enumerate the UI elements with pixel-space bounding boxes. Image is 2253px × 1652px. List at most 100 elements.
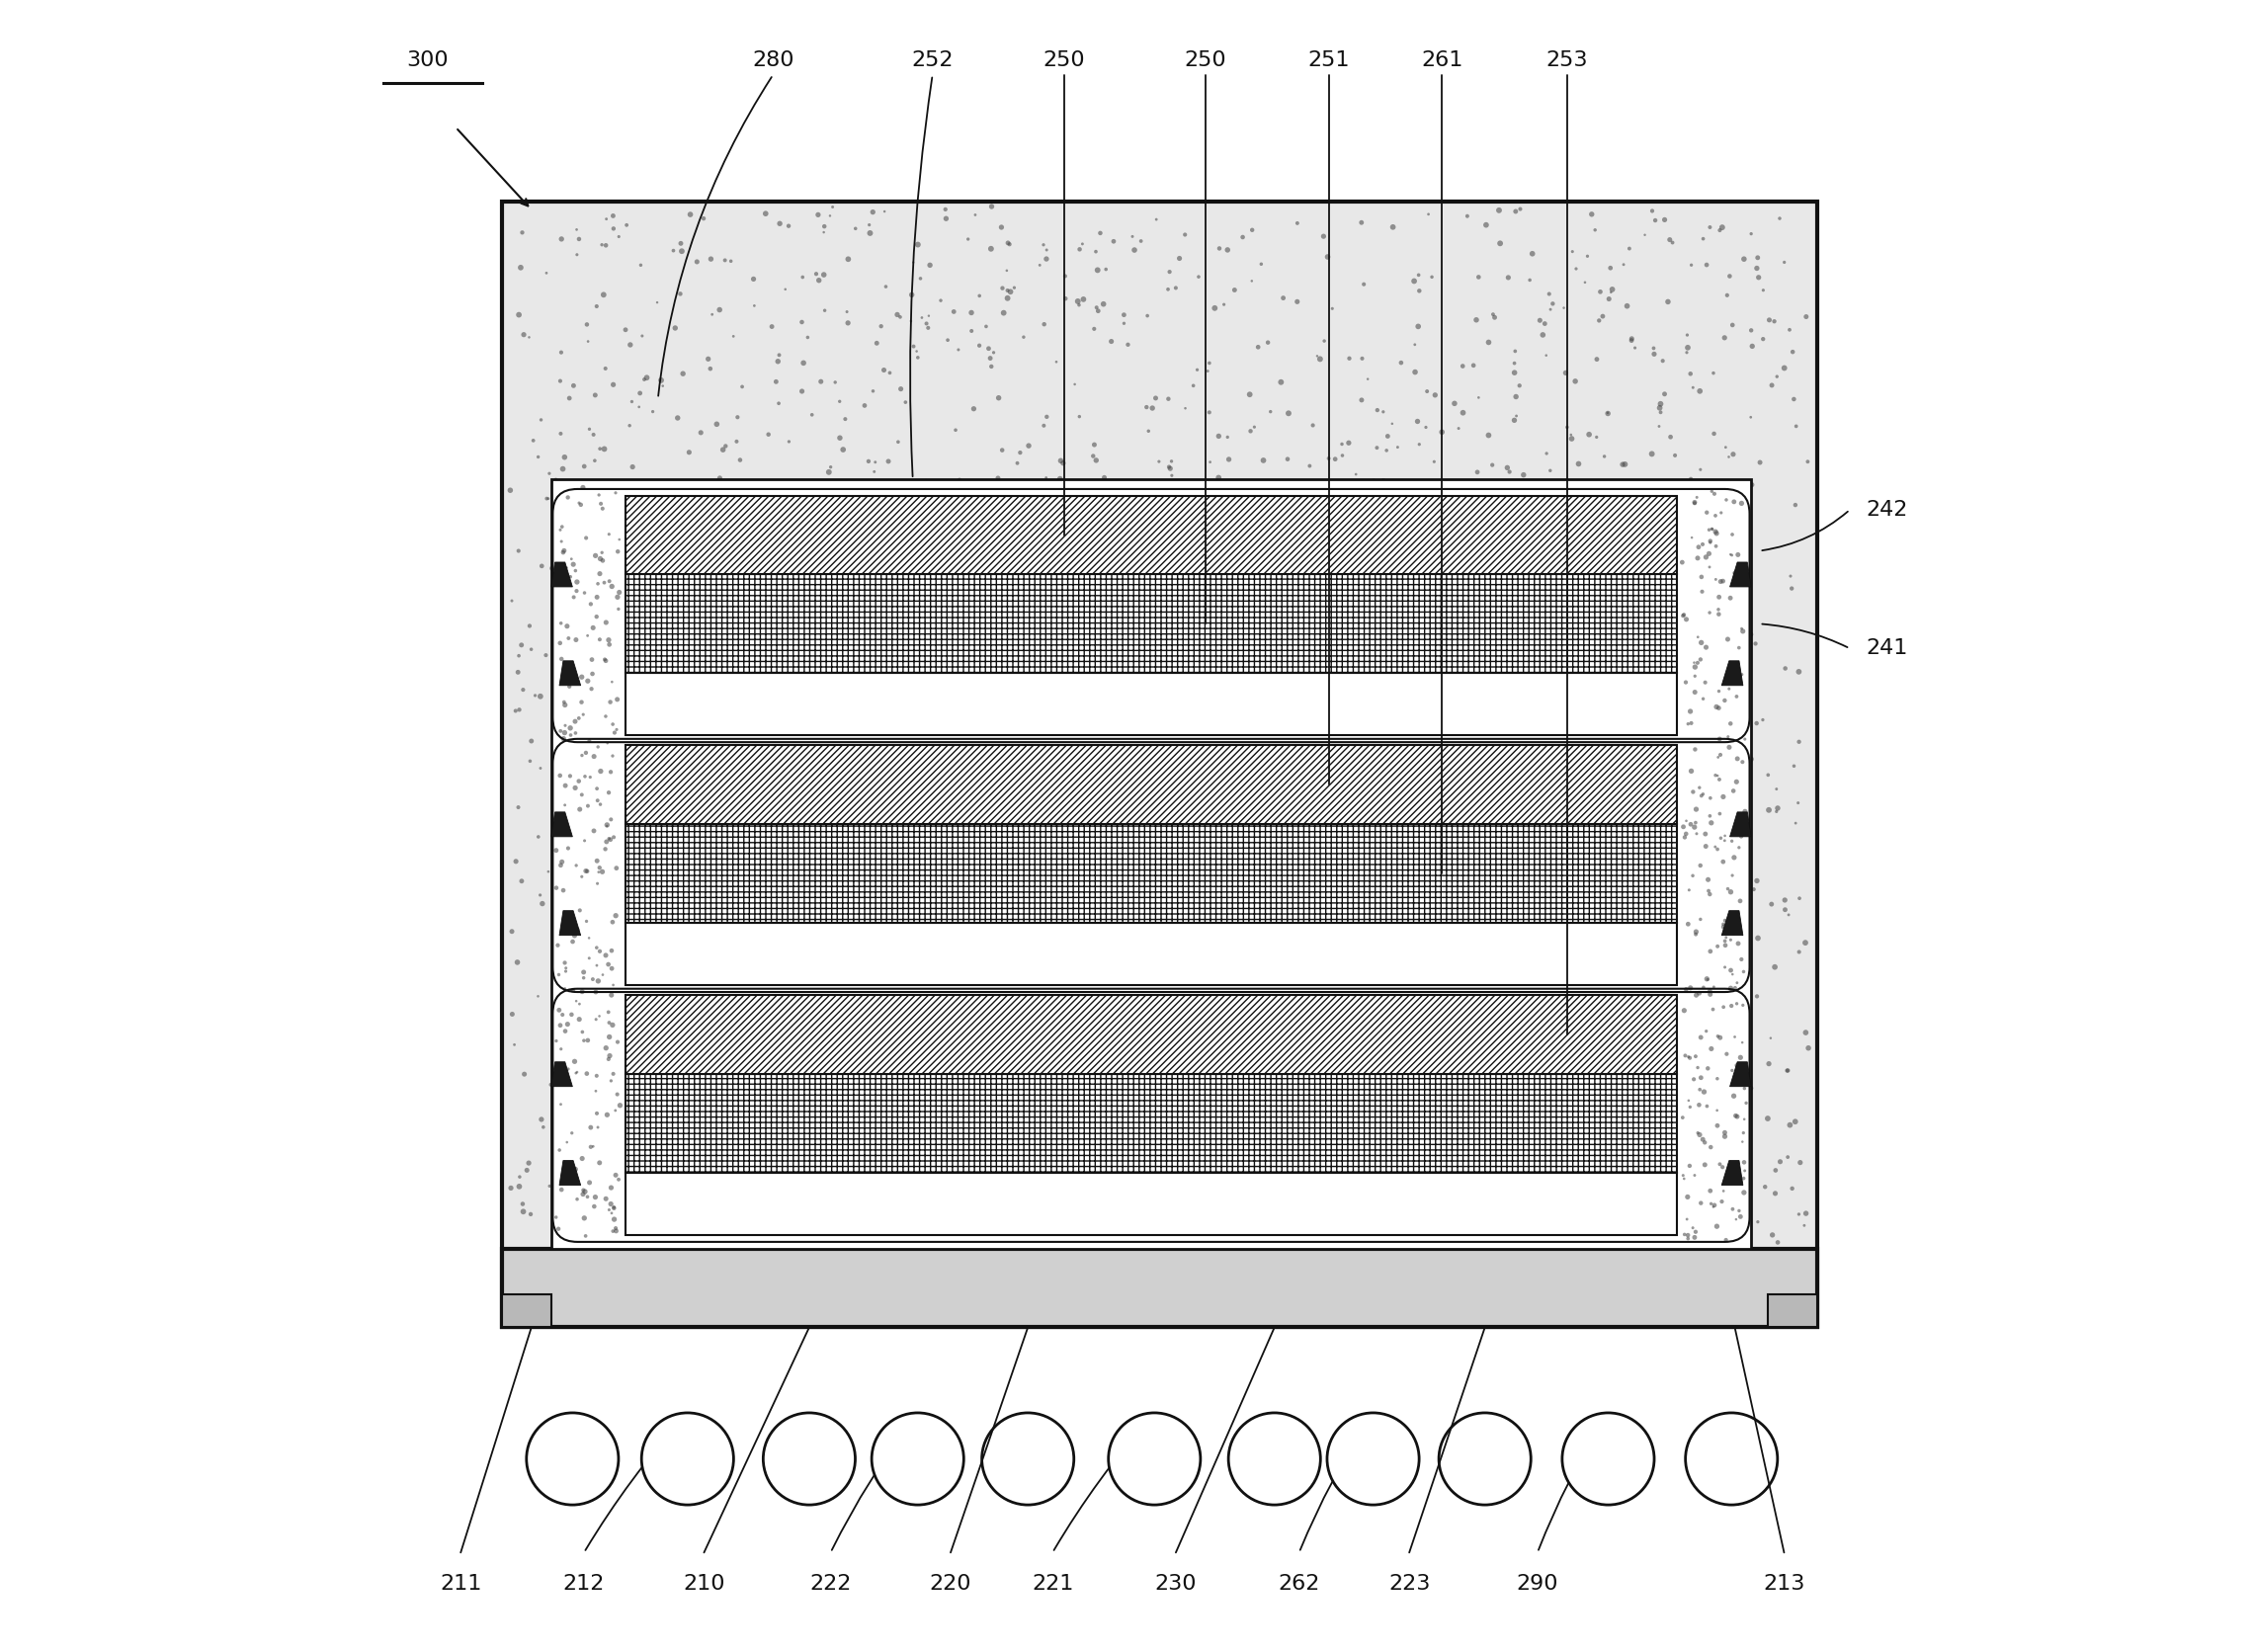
Point bbox=[1618, 335, 1654, 362]
Point bbox=[1244, 251, 1280, 278]
Point bbox=[811, 800, 847, 826]
Point bbox=[725, 1184, 762, 1211]
Point bbox=[1356, 468, 1392, 494]
Point bbox=[1300, 547, 1336, 573]
Point bbox=[575, 953, 611, 980]
Point bbox=[847, 1016, 883, 1042]
Point bbox=[590, 730, 626, 757]
Point bbox=[523, 755, 559, 781]
Point bbox=[1622, 995, 1658, 1021]
Point bbox=[942, 468, 978, 494]
Point bbox=[716, 719, 753, 745]
Point bbox=[1009, 1142, 1045, 1168]
Point bbox=[1286, 872, 1323, 899]
Point bbox=[1417, 448, 1453, 474]
Point bbox=[1167, 525, 1203, 552]
Bar bbox=[502, 202, 1816, 1327]
Point bbox=[1543, 745, 1579, 771]
Point bbox=[1458, 307, 1494, 334]
Point bbox=[685, 616, 721, 643]
Point bbox=[1706, 914, 1742, 940]
Point bbox=[651, 1146, 687, 1173]
Point bbox=[1715, 920, 1751, 947]
Point bbox=[538, 800, 575, 826]
Point bbox=[1374, 1080, 1410, 1107]
Point bbox=[1444, 1188, 1480, 1214]
Point bbox=[940, 337, 976, 363]
Point bbox=[1266, 507, 1302, 534]
Point bbox=[1717, 1024, 1753, 1051]
Point bbox=[804, 1208, 840, 1234]
Point bbox=[861, 558, 897, 585]
Point bbox=[1579, 874, 1615, 900]
Point bbox=[1379, 593, 1415, 620]
Point bbox=[1674, 856, 1710, 882]
Point bbox=[1016, 1013, 1052, 1039]
Point bbox=[1266, 542, 1302, 568]
Point bbox=[994, 623, 1030, 649]
Point bbox=[1374, 410, 1410, 436]
Point bbox=[1404, 1227, 1440, 1254]
Point bbox=[766, 780, 802, 806]
Point bbox=[1665, 1104, 1701, 1130]
Point bbox=[1277, 1113, 1313, 1140]
Point bbox=[581, 854, 617, 881]
Point bbox=[759, 349, 795, 375]
Point bbox=[552, 715, 588, 742]
Point bbox=[946, 1013, 982, 1039]
Point bbox=[1683, 646, 1719, 672]
Point bbox=[1295, 585, 1332, 611]
Point bbox=[617, 1077, 653, 1104]
Point bbox=[703, 975, 739, 1001]
Point bbox=[588, 1186, 624, 1213]
Point bbox=[1012, 1183, 1048, 1209]
Point bbox=[1676, 1224, 1712, 1251]
Point bbox=[538, 877, 575, 904]
Point bbox=[991, 279, 1027, 306]
Point bbox=[1719, 684, 1755, 710]
Point bbox=[1111, 753, 1147, 780]
Point bbox=[658, 316, 694, 342]
Point bbox=[1710, 828, 1746, 854]
Point bbox=[595, 971, 631, 998]
Point bbox=[1701, 677, 1737, 704]
Point bbox=[1715, 522, 1751, 548]
Point bbox=[1715, 542, 1751, 568]
Point bbox=[800, 202, 836, 228]
Point bbox=[1174, 821, 1210, 847]
Point bbox=[910, 1209, 946, 1236]
Point bbox=[723, 373, 759, 400]
Point bbox=[1311, 444, 1347, 471]
Point bbox=[1706, 910, 1742, 937]
Point bbox=[1424, 1028, 1460, 1054]
Point bbox=[586, 758, 622, 785]
Point bbox=[1111, 545, 1147, 572]
Point bbox=[798, 590, 834, 616]
Point bbox=[971, 1214, 1007, 1241]
Bar bbox=[624, 995, 1676, 1074]
Point bbox=[665, 360, 701, 387]
Point bbox=[1557, 1173, 1593, 1199]
Point bbox=[687, 1018, 723, 1044]
Point bbox=[1284, 1006, 1320, 1032]
Bar bbox=[624, 923, 1676, 986]
Point bbox=[1683, 1064, 1719, 1090]
Point bbox=[550, 1011, 586, 1037]
Point bbox=[568, 857, 604, 884]
Point bbox=[579, 583, 615, 610]
Point bbox=[960, 1094, 996, 1120]
Point bbox=[976, 600, 1012, 626]
Point bbox=[640, 833, 676, 859]
Point bbox=[1365, 705, 1401, 732]
Point bbox=[845, 1150, 881, 1176]
Point bbox=[1090, 940, 1126, 966]
Point bbox=[561, 796, 597, 823]
Point bbox=[566, 1028, 602, 1054]
Point bbox=[559, 1059, 595, 1085]
Point bbox=[1372, 737, 1408, 763]
Point bbox=[1724, 1044, 1760, 1070]
Point bbox=[750, 1062, 786, 1089]
Point bbox=[1473, 573, 1510, 600]
Point bbox=[599, 539, 635, 565]
Point bbox=[1160, 603, 1196, 629]
